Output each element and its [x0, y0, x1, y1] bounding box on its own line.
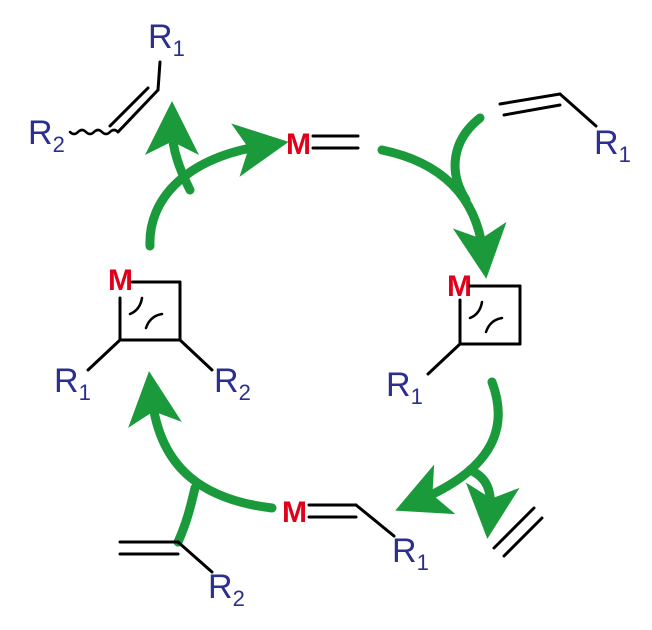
metallacyclobutane-left: M R1 R2 — [54, 264, 251, 405]
substituent-r1-left: R1 — [54, 362, 91, 405]
metal-label-top: M — [286, 128, 311, 161]
cycle-arrows — [128, 101, 520, 547]
ethylene-byproduct — [492, 506, 544, 558]
arrow-top-left — [145, 123, 289, 251]
terminal-alkene-r2: R2 — [118, 540, 245, 611]
substituent-r1-right: R1 — [386, 366, 423, 409]
metal-alkylidene-bottom: M R1 — [282, 496, 429, 575]
arrow-bottom-right-branch — [465, 465, 520, 539]
arrow-bottom-right — [395, 377, 503, 515]
arrow-bottom-left-branch — [173, 483, 200, 547]
substituent-r1-top-right: R1 — [594, 124, 631, 167]
substituent-r2-left: R2 — [214, 362, 251, 405]
substituent-r1-bottom: R1 — [392, 532, 429, 575]
arrow-bottom-left — [128, 371, 277, 513]
metallacyclobutane-right: M R1 — [386, 270, 522, 409]
terminal-alkene-r1: R1 — [498, 92, 631, 167]
substituent-r1-top-left: R1 — [148, 18, 185, 61]
metal-label-bottom: M — [282, 496, 307, 529]
metal-label-left: M — [108, 264, 133, 297]
substituent-r2-top-left: R2 — [28, 114, 65, 157]
arrow-top-right — [377, 145, 507, 279]
internal-alkene-product: R1 R2 — [28, 18, 185, 157]
arrow-top-right-branch — [450, 113, 485, 205]
substituent-r2-bottom: R2 — [208, 568, 245, 611]
metal-label-right: M — [447, 270, 472, 303]
metal-carbene-top: M — [286, 128, 360, 161]
arrow-top-left-branch — [145, 101, 200, 195]
